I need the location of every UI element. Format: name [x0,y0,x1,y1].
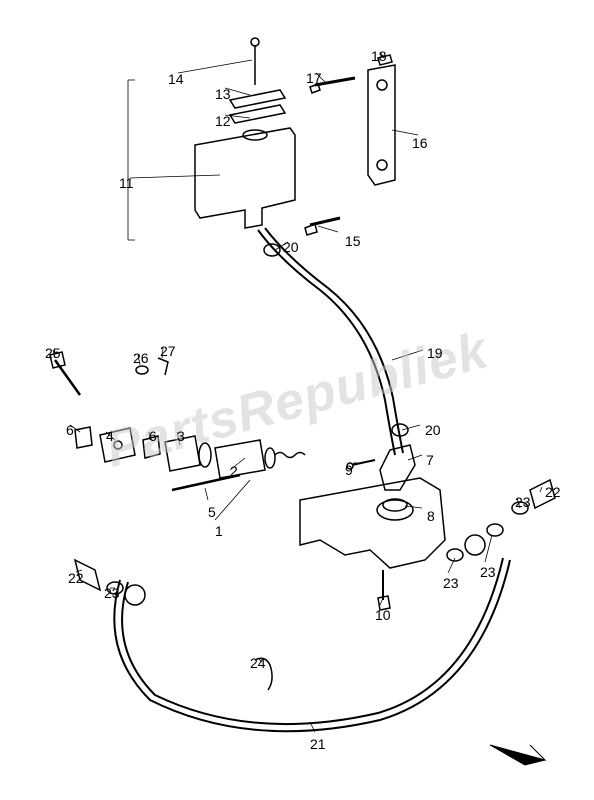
callout-24: 24 [250,655,266,671]
callout-6a: 6 [66,422,74,438]
callout-23b: 23 [443,575,459,591]
callout-11: 11 [119,175,134,191]
callout-18: 18 [371,48,387,64]
callout-16: 16 [412,135,428,151]
callout-23c: 23 [480,564,496,580]
callout-17: 17 [306,70,322,86]
reservoir-assembly [195,38,395,256]
callout-1: 1 [215,523,223,539]
callout-12: 12 [215,113,231,129]
callout-20b: 20 [425,422,441,438]
callout-26: 26 [133,350,149,366]
parts-diagram: PartsRepubliek 1 2 3 4 5 6 6 7 8 9 10 11… [0,0,594,800]
callout-19: 19 [427,345,443,361]
piston-assembly [50,352,305,490]
callout-7: 7 [426,452,434,468]
callout-3: 3 [177,428,185,444]
master-cylinder-body [300,424,445,610]
callout-23d: 23 [515,494,531,510]
callout-10: 10 [375,607,391,623]
callout-22a: 22 [68,570,84,586]
callout-8: 8 [427,508,435,524]
callout-2: 2 [230,463,238,479]
callout-20a: 20 [283,239,299,255]
callout-15: 15 [345,233,361,249]
callout-6b: 6 [149,428,157,444]
diagram-svg [0,0,594,800]
callout-22b: 22 [545,484,561,500]
callout-9: 9 [345,462,353,478]
direction-arrow [490,745,545,765]
callout-27: 27 [160,343,176,359]
leader-lines [53,52,542,732]
callout-21: 21 [310,736,326,752]
callout-4: 4 [106,428,114,444]
callout-25: 25 [45,345,61,361]
callout-14: 14 [168,71,184,87]
callout-13: 13 [215,86,231,102]
callout-23a: 23 [104,585,120,601]
callout-5: 5 [208,504,216,520]
banjo-right [447,480,555,561]
